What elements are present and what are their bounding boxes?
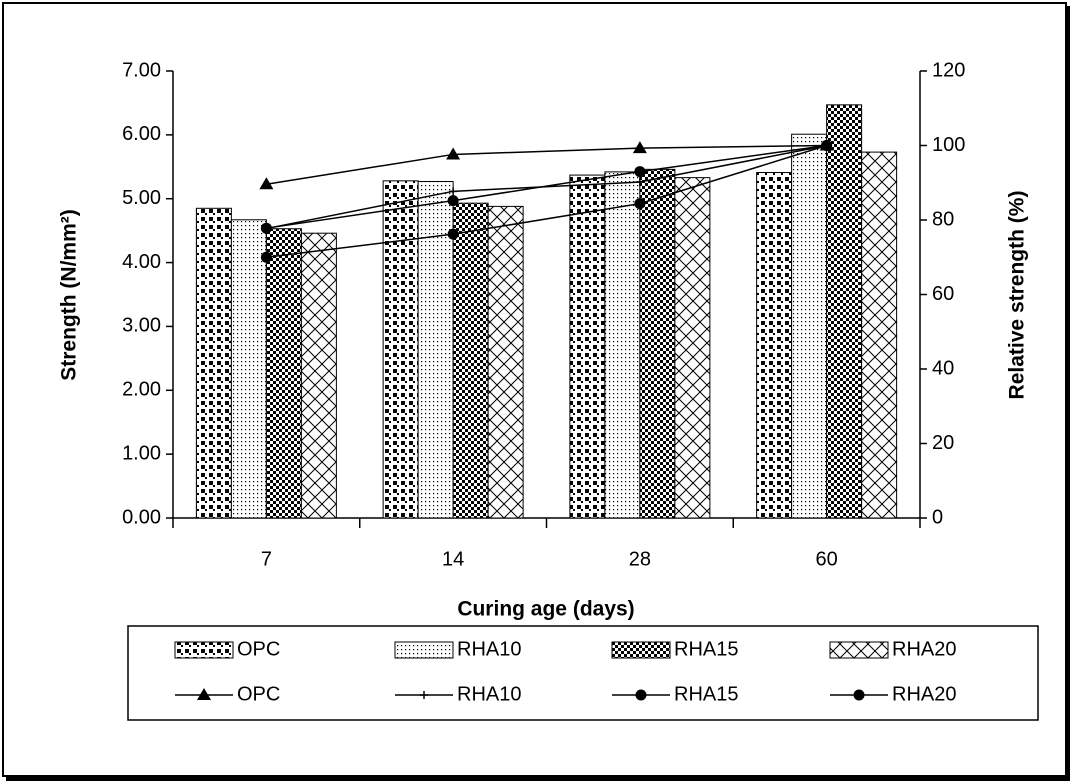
y-tick-label: 0.00 xyxy=(122,506,161,528)
bar xyxy=(300,232,337,519)
y-tick-label: 5.00 xyxy=(122,187,161,209)
y-tick-label: 2.00 xyxy=(122,379,161,401)
legend-swatch xyxy=(394,641,454,659)
line xyxy=(266,144,827,258)
y-tick-label: 7.00 xyxy=(122,59,161,81)
bar xyxy=(417,180,454,519)
legend-label: RHA10 xyxy=(457,683,521,705)
marker xyxy=(635,689,647,701)
bar xyxy=(452,202,489,519)
y-tick-label: 4.00 xyxy=(122,251,161,273)
bar xyxy=(265,228,302,519)
legend-swatch xyxy=(611,641,671,659)
y2-tick-label: 80 xyxy=(932,208,954,230)
bar xyxy=(604,171,641,519)
bar xyxy=(756,172,793,519)
marker xyxy=(446,147,461,160)
y2-tick-label: 20 xyxy=(932,432,954,454)
marker xyxy=(420,691,428,699)
x-tick-label: 7 xyxy=(261,548,272,570)
marker xyxy=(853,689,865,701)
bar xyxy=(826,104,863,519)
y-tick-label: 3.00 xyxy=(122,315,161,337)
bar xyxy=(230,219,267,519)
legend-label: RHA10 xyxy=(457,638,521,660)
bar xyxy=(639,168,676,519)
marker xyxy=(447,228,459,240)
legend-label: OPC xyxy=(237,683,280,705)
x-tick-label: 28 xyxy=(629,548,651,570)
y2-axis-title: Relative strength (%) xyxy=(1006,191,1029,400)
marker xyxy=(260,251,272,263)
marker xyxy=(447,195,459,207)
y-tick-label: 1.00 xyxy=(122,442,161,464)
line xyxy=(266,144,827,229)
y-tick-label: 6.00 xyxy=(122,123,161,145)
bar xyxy=(569,174,606,519)
x-tick-label: 14 xyxy=(442,548,464,570)
marker xyxy=(821,140,833,151)
marker xyxy=(632,141,647,154)
marker xyxy=(635,178,644,187)
x-tick-label: 60 xyxy=(816,548,838,570)
x-axis-title: Curing age (days) xyxy=(457,598,634,621)
y-axis-title: Strength (N/mm²) xyxy=(58,209,81,381)
y2-tick-label: 0 xyxy=(932,506,943,528)
legend-label: RHA15 xyxy=(674,683,738,705)
legend-label: RHA20 xyxy=(892,683,956,705)
y2-tick-label: 60 xyxy=(932,283,954,305)
y2-tick-label: 100 xyxy=(932,134,965,156)
legend-swatch xyxy=(174,641,234,659)
bar xyxy=(791,133,828,519)
marker xyxy=(449,187,458,196)
marker xyxy=(260,222,272,234)
marker xyxy=(259,177,274,190)
bar xyxy=(861,151,898,519)
bar xyxy=(382,180,419,519)
bar xyxy=(674,177,711,519)
y2-tick-label: 40 xyxy=(932,357,954,379)
marker xyxy=(197,688,211,700)
legend-label: RHA20 xyxy=(892,638,956,660)
marker xyxy=(634,166,646,178)
bar xyxy=(195,207,232,519)
line xyxy=(266,144,827,185)
legend-label: RHA15 xyxy=(674,638,738,660)
y2-tick-label: 120 xyxy=(932,59,965,81)
bar xyxy=(487,205,524,519)
legend-swatch xyxy=(829,641,889,659)
legend-label: OPC xyxy=(237,638,280,660)
marker xyxy=(634,198,646,210)
